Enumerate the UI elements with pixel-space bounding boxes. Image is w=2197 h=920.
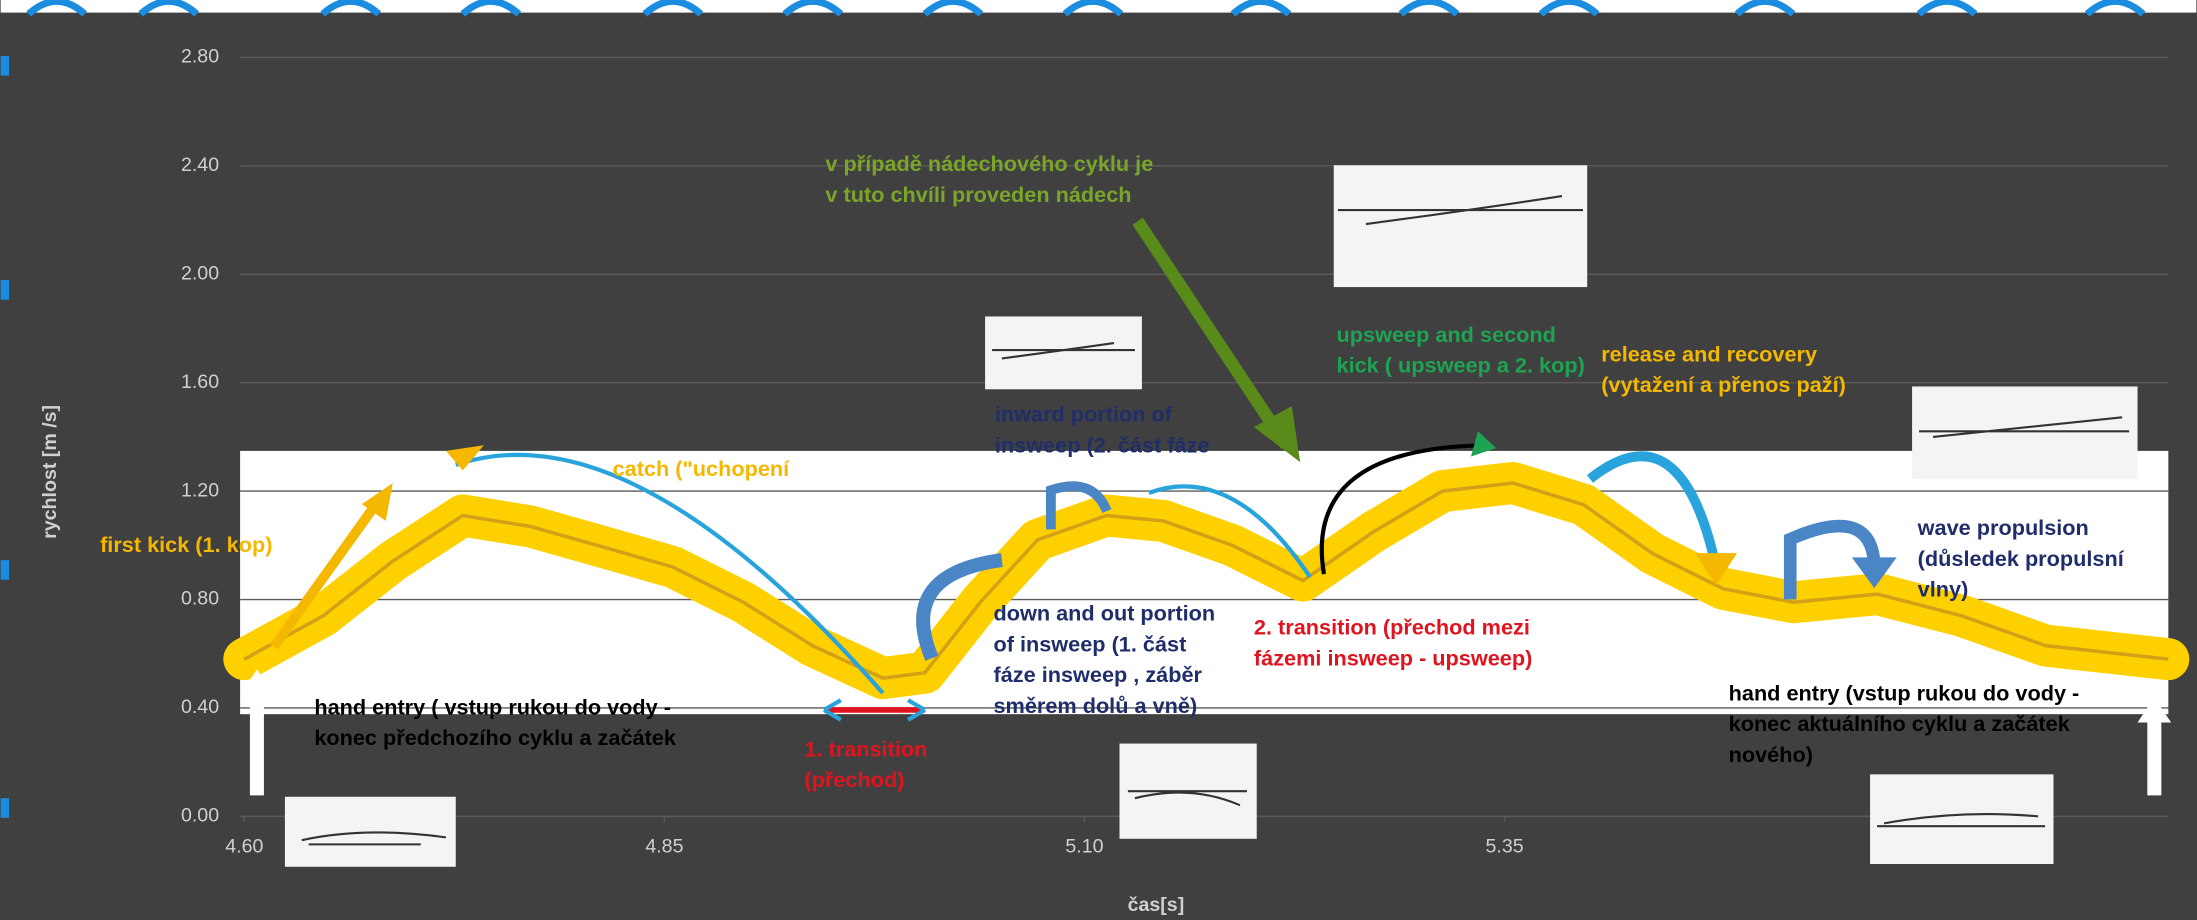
left-marks — [0, 56, 10, 818]
top-strip — [0, 0, 2197, 13]
y-tick-label: 0.80 — [181, 588, 219, 610]
annotation: fázemi insweep - upsweep) — [1254, 645, 1532, 670]
x-axis-label: čas[s] — [1128, 894, 1185, 916]
x-tick-label: 5.35 — [1486, 835, 1524, 857]
annotations: first kick (1. kop) catch ("uchopení v pří… — [100, 151, 2125, 792]
annotation: fáze insweep , záběr — [993, 662, 1202, 687]
annotation: (důsledek propulsní — [1918, 546, 2125, 571]
x-tick-label: 4.60 — [225, 835, 263, 857]
annotation: of insweep (1. část — [993, 631, 1186, 656]
annotation: vlny) — [1918, 577, 1969, 602]
y-tick-label: 0.40 — [181, 696, 219, 718]
annotation: nového) — [1729, 742, 1813, 767]
annotation: v tuto chvíli proveden nádech — [825, 182, 1131, 207]
annotation: kick ( upsweep a 2. kop) — [1337, 353, 1585, 378]
annotation: inward portion of — [995, 402, 1173, 427]
annotation: release and recovery — [1601, 341, 1817, 366]
y-tick-label: 2.80 — [181, 46, 219, 68]
annotation: směrem dolů a vně) — [993, 693, 1197, 718]
top-pattern — [26, 0, 2146, 17]
y-tick-label: 0.00 — [181, 805, 219, 827]
plot — [223, 461, 2190, 700]
y-tick-label: 1.60 — [181, 371, 219, 393]
annotation: insweep (2. část fáze — [995, 432, 1210, 457]
grid: 0.00 0.40 0.80 1.20 1.60 2.00 2.40 2.80 4.60 4.85… — [181, 46, 2169, 857]
x-tick-label: 5.10 — [1065, 835, 1103, 857]
annotation: upsweep and second — [1337, 322, 1556, 347]
annotation: 2. transition (přechod mezi — [1254, 614, 1530, 639]
annotation: hand entry (vstup rukou do vody - — [1729, 680, 2080, 705]
y-tick-label: 2.00 — [181, 262, 219, 284]
swimmer-thumbnails — [284, 165, 2138, 867]
velocity-line — [243, 481, 2169, 680]
annotation: hand entry ( vstup rukou do vody - — [314, 694, 671, 719]
annotation: 1. transition — [804, 736, 927, 761]
annotation: first kick (1. kop) — [100, 532, 272, 557]
arrows — [269, 217, 1897, 722]
y-tick-label: 1.20 — [181, 479, 219, 501]
x-tick-label: 4.85 — [645, 835, 683, 857]
annotation: wave propulsion — [1917, 515, 2089, 540]
entry-arrows — [240, 669, 2172, 796]
annotation: v případě nádechového cyklu je — [825, 151, 1153, 176]
annotation: down and out portion — [993, 600, 1215, 625]
y-tick-label: 2.40 — [181, 154, 219, 176]
y-axis-label: rychlost [m /s] — [39, 405, 61, 539]
annotation: (vytažení a přenos paží) — [1601, 372, 1846, 397]
annotation: catch ("uchopení — [613, 456, 791, 481]
annotation: konec předchozího cyklu a začátek — [314, 725, 677, 750]
annotation: konec aktuálního cyklu a začátek — [1729, 711, 2071, 736]
annotation: (přechod) — [804, 767, 904, 792]
